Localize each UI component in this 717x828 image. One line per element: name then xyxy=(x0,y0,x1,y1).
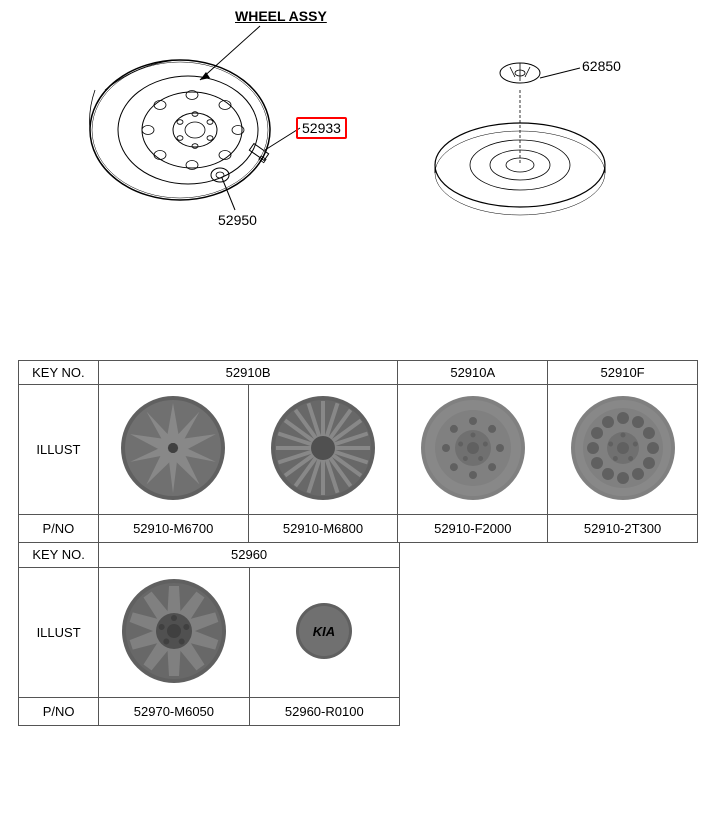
col-52910b-header: 52910B xyxy=(98,361,398,385)
pno-6: 52960-R0100 xyxy=(249,697,399,725)
col-52910f-header: 52910F xyxy=(548,361,698,385)
table2-header-row: KEY NO. 52960 xyxy=(19,543,400,567)
alloy-wheel-2-icon xyxy=(268,393,378,503)
wheel-illust-3 xyxy=(398,385,548,515)
wheel-illust-1 xyxy=(98,385,248,515)
hubcap-icon xyxy=(119,576,229,686)
wheel-illust-2 xyxy=(248,385,398,515)
pno-1: 52910-M6700 xyxy=(98,515,248,543)
parts-table-2: KEY NO. 52960 ILLUST xyxy=(18,543,400,726)
main-wheel-illustration xyxy=(80,40,280,220)
steel-wheel-2-icon xyxy=(568,393,678,503)
kia-centercap-icon: KIA xyxy=(294,601,354,661)
centercap-illust: KIA xyxy=(249,567,399,697)
svg-text:KIA: KIA xyxy=(313,624,335,639)
keyno-header: KEY NO. xyxy=(19,361,99,385)
pno-label: P/NO xyxy=(19,515,99,543)
spare-tire-illustration xyxy=(430,100,610,230)
centercap-illustration xyxy=(495,55,545,90)
pno-3: 52910-F2000 xyxy=(398,515,548,543)
pno-2: 52910-M6800 xyxy=(248,515,398,543)
hubcap-illust xyxy=(99,567,249,697)
steel-wheel-1-icon xyxy=(418,393,528,503)
alloy-wheel-1-icon xyxy=(118,393,228,503)
pno-label-2: P/NO xyxy=(19,697,99,725)
lugnut-illustration xyxy=(208,165,233,185)
pno-4: 52910-2T300 xyxy=(548,515,698,543)
part-52950-label: 52950 xyxy=(218,212,257,228)
col-52960-header: 52960 xyxy=(99,543,400,567)
pno-5: 52970-M6050 xyxy=(99,697,249,725)
parts-table-1: KEY NO. 52910B 52910A 52910F ILLUST xyxy=(18,360,698,543)
keyno-header-2: KEY NO. xyxy=(19,543,99,567)
table-header-row: KEY NO. 52910B 52910A 52910F xyxy=(19,361,698,385)
pno-row: P/NO 52910-M6700 52910-M6800 52910-F2000… xyxy=(19,515,698,543)
illust-row-2: ILLUST xyxy=(19,567,400,697)
part-52933-label: 52933 xyxy=(296,117,347,139)
illust-label-2: ILLUST xyxy=(19,567,99,697)
part-62850-label: 62850 xyxy=(582,58,621,74)
illust-label: ILLUST xyxy=(19,385,99,515)
col-52910a-header: 52910A xyxy=(398,361,548,385)
illust-row: ILLUST xyxy=(19,385,698,515)
exploded-diagram: WHEEL ASSY xyxy=(0,0,717,300)
tpms-sensor-illustration xyxy=(245,140,275,170)
wheel-illust-4 xyxy=(548,385,698,515)
pno-row-2: P/NO 52970-M6050 52960-R0100 xyxy=(19,697,400,725)
